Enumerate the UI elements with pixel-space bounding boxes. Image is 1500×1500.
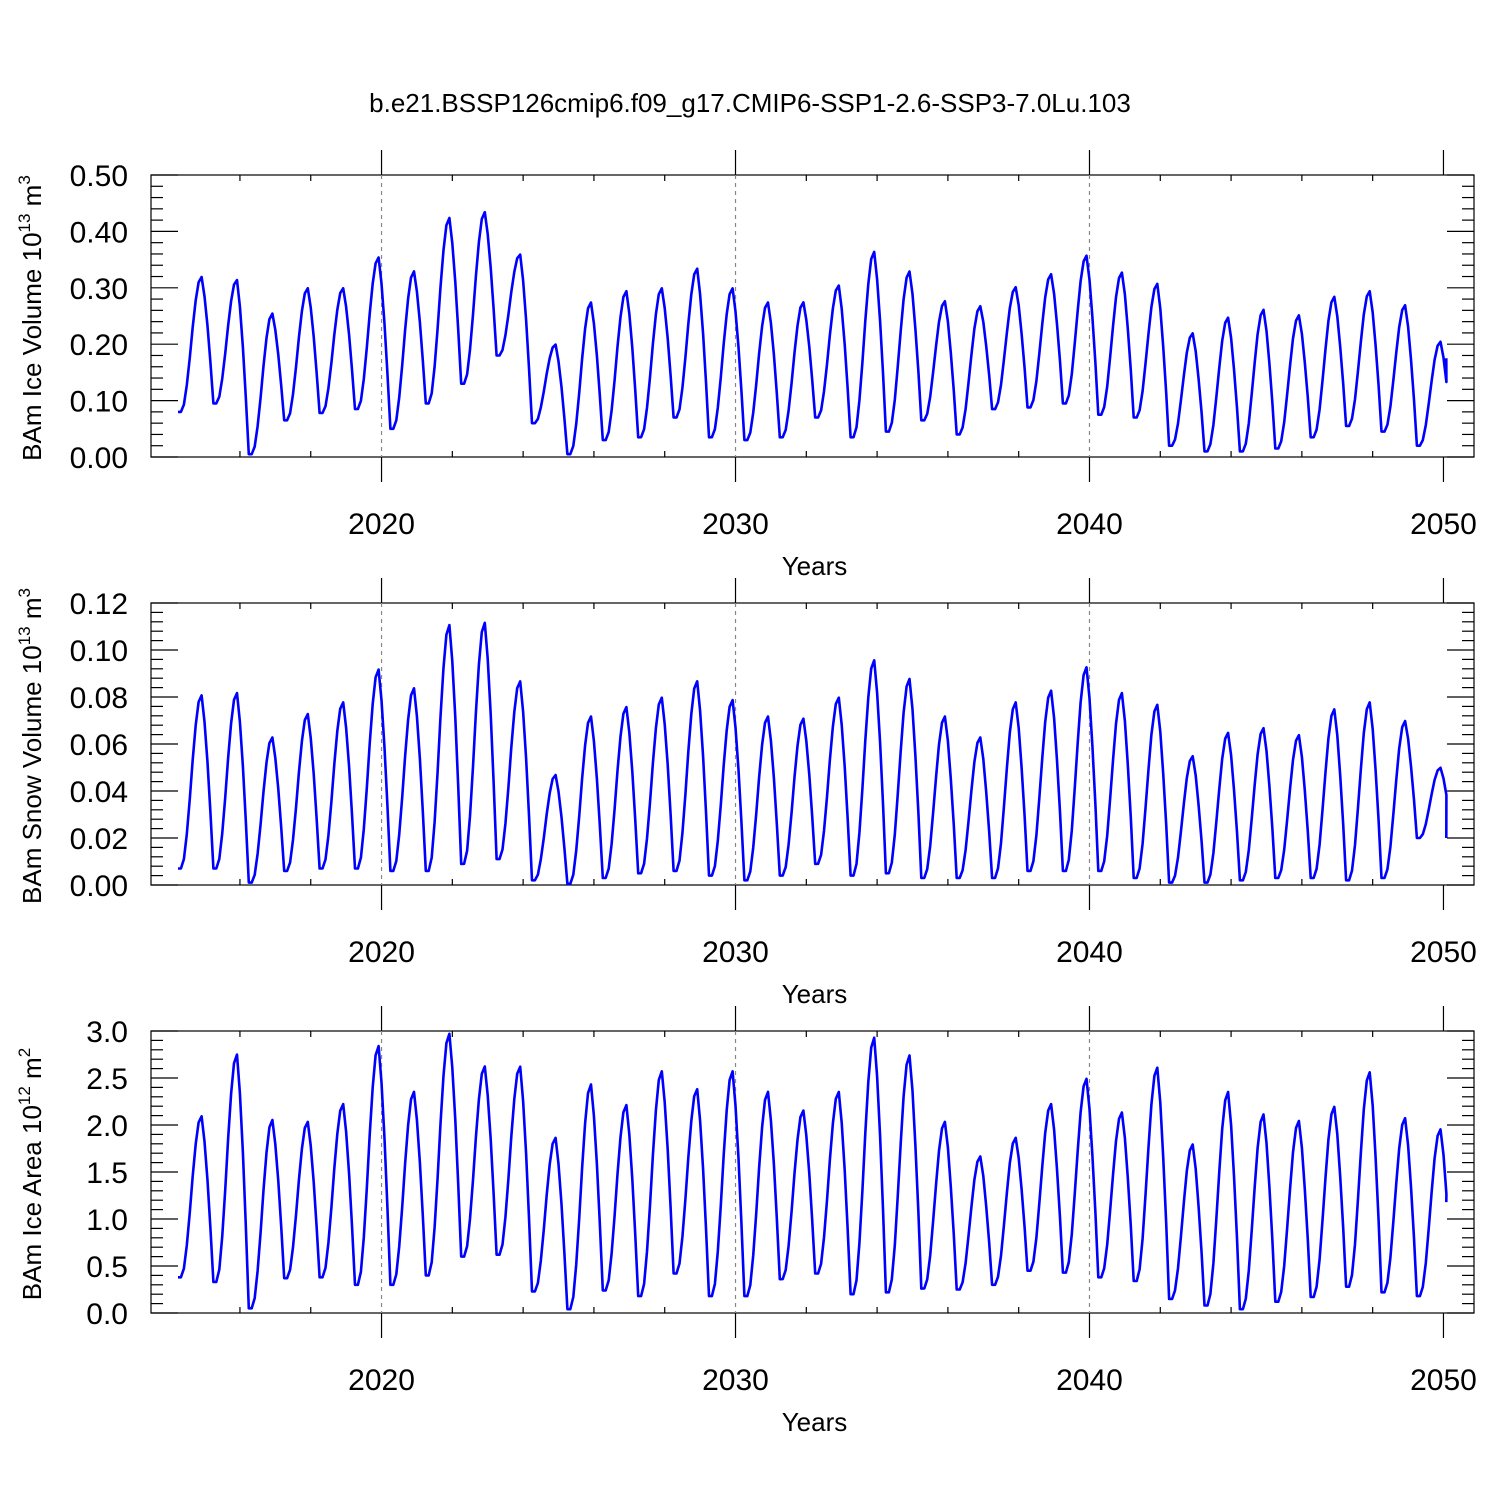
ice-volume-ytick-label-2: 0.20 bbox=[70, 329, 128, 362]
ice-area-y-axis-label: BAm Ice Area 1012 m2 bbox=[15, 1048, 47, 1300]
ice-volume-ylabel-text: BAm Ice Volume 10 bbox=[17, 232, 47, 460]
ice-volume-series-line bbox=[178, 210, 1448, 456]
ice-volume-x-axis-label: Years bbox=[782, 551, 848, 581]
snow-volume-ytick-label-2: 0.04 bbox=[70, 776, 128, 809]
ice-area-ytick-label-2: 1.0 bbox=[86, 1204, 128, 1237]
ice-area-series-line bbox=[178, 1032, 1448, 1311]
snow-volume-x-axis-label: Years bbox=[782, 979, 848, 1009]
snow-volume-ytick-label-3: 0.06 bbox=[70, 729, 128, 762]
snow-volume-ytick-label-4: 0.08 bbox=[70, 682, 128, 715]
ice-volume-ylabel-exponent: 13 bbox=[15, 214, 34, 233]
ice-area-x-axis-label: Years bbox=[782, 1407, 848, 1437]
ice-area-xtick-label-2030: 2030 bbox=[702, 1364, 769, 1397]
ice-volume-ytick-label-4: 0.40 bbox=[70, 216, 128, 249]
ice-volume-ytick-label-0: 0.00 bbox=[70, 442, 128, 475]
figure-title: b.e21.BSSP126cmip6.f09_g17.CMIP6-SSP1-2.… bbox=[369, 88, 1131, 118]
snow-volume-xtick-label-2040: 2040 bbox=[1056, 936, 1123, 969]
snow-volume-ylabel-unit: m bbox=[17, 597, 47, 626]
ice-volume-panel: 2020 2030 2040 2050 Years 0.00 0.10 0.20 0.30 0.4… bbox=[15, 150, 1477, 581]
ice-volume-xtick-label-2050: 2050 bbox=[1410, 508, 1477, 541]
snow-volume-ytick-label-6: 0.12 bbox=[70, 588, 128, 621]
ice-area-ylabel-unit: m bbox=[17, 1057, 47, 1086]
ice-area-ytick-label-6: 3.0 bbox=[86, 1016, 128, 1049]
snow-volume-xtick-label-2050: 2050 bbox=[1410, 936, 1477, 969]
snow-volume-ytick-label-0: 0.00 bbox=[70, 870, 128, 903]
ice-area-ylabel-text: BAm Ice Area 10 bbox=[17, 1105, 47, 1300]
ice-area-ytick-label-0: 0.0 bbox=[86, 1298, 128, 1331]
ice-area-ylabel-unit-exponent: 2 bbox=[15, 1048, 34, 1057]
ice-area-xtick-label-2050: 2050 bbox=[1410, 1364, 1477, 1397]
ice-area-xtick-label-2040: 2040 bbox=[1056, 1364, 1123, 1397]
ice-volume-plot-frame bbox=[150, 174, 1475, 458]
ice-volume-ylabel-unit-exponent: 3 bbox=[15, 175, 34, 184]
ice-volume-xtick-label-2020: 2020 bbox=[348, 508, 415, 541]
ice-area-ytick-label-4: 2.0 bbox=[86, 1110, 128, 1143]
ice-area-ytick-label-1: 0.5 bbox=[86, 1251, 128, 1284]
ice-volume-ytick-label-5: 0.50 bbox=[70, 160, 128, 193]
snow-volume-ytick-label-5: 0.10 bbox=[70, 635, 128, 668]
snow-volume-ytick-label-1: 0.02 bbox=[70, 823, 128, 856]
ice-volume-y-axis-label: BAm Ice Volume 1013 m3 bbox=[15, 175, 47, 461]
ice-volume-xtick-label-2030: 2030 bbox=[702, 508, 769, 541]
snow-volume-ylabel-exponent: 13 bbox=[15, 626, 34, 645]
snow-volume-panel: 2020 2030 2040 2050 Years 0.00 0.02 0.04 0.06 0.0… bbox=[15, 578, 1477, 1009]
ice-volume-ylabel-unit: m bbox=[17, 185, 47, 214]
ice-volume-xtick-label-2040: 2040 bbox=[1056, 508, 1123, 541]
snow-volume-series-line bbox=[178, 621, 1448, 886]
ice-area-ylabel-exponent: 12 bbox=[15, 1086, 34, 1105]
snow-volume-y-axis-label: BAm Snow Volume 1013 m3 bbox=[15, 588, 47, 904]
ice-volume-ytick-label-3: 0.30 bbox=[70, 273, 128, 306]
ice-area-ytick-label-3: 1.5 bbox=[86, 1157, 128, 1190]
snow-volume-xtick-label-2020: 2020 bbox=[348, 936, 415, 969]
snow-volume-plot-frame bbox=[150, 602, 1475, 886]
ice-area-xtick-label-2020: 2020 bbox=[348, 1364, 415, 1397]
ice-area-panel: 2020 2030 2040 2050 Years 0.0 0.5 1.0 1.5 2.0 2.5 3… bbox=[15, 1006, 1477, 1437]
snow-volume-ylabel-text: BAm Snow Volume 10 bbox=[17, 645, 47, 904]
ice-volume-ytick-label-1: 0.10 bbox=[70, 386, 128, 419]
snow-volume-ylabel-unit-exponent: 3 bbox=[15, 588, 34, 597]
snow-volume-xtick-label-2030: 2030 bbox=[702, 936, 769, 969]
ice-area-ytick-label-5: 2.5 bbox=[86, 1063, 128, 1096]
